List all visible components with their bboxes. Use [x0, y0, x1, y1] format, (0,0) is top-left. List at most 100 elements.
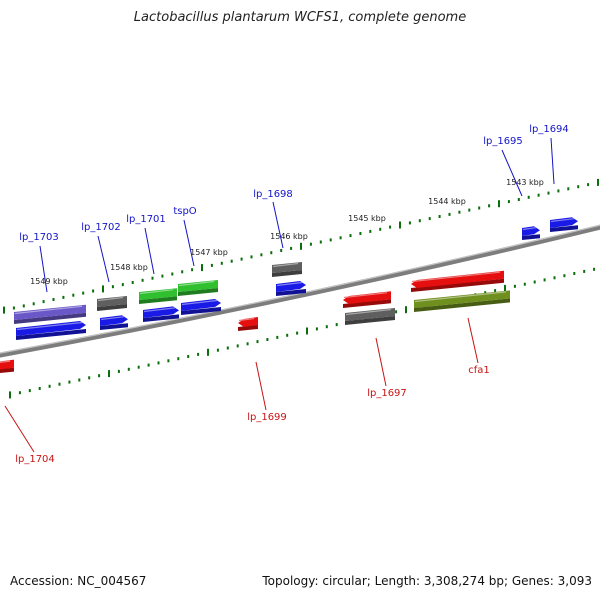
minor-tick: [28, 389, 31, 393]
diagram-title: Lactobacillus plantarum WCFS1, complete …: [133, 10, 467, 25]
minor-tick: [62, 295, 65, 299]
purple-feature-block: [14, 304, 86, 324]
block-shine: [14, 305, 83, 315]
minor-tick: [161, 274, 164, 278]
minor-tick: [286, 333, 289, 337]
minor-tick: [428, 217, 431, 221]
minor-tick: [577, 185, 580, 189]
minor-tick: [197, 352, 200, 356]
minor-tick: [349, 234, 352, 238]
block-face: [272, 262, 302, 273]
minor-tick: [329, 238, 332, 242]
gene-label: cfa1: [468, 365, 490, 376]
gray-feature-block: [345, 308, 395, 325]
block-side: [178, 288, 218, 296]
scale-label: 1543 kbp: [506, 178, 544, 187]
minor-tick: [488, 204, 491, 208]
gene-label: tspO: [173, 206, 196, 217]
block-face: [139, 288, 177, 300]
block-shine: [139, 289, 174, 295]
minor-tick: [448, 212, 451, 216]
accession-text: Accession: NC_004567: [10, 574, 147, 588]
block-side: [181, 307, 221, 315]
scale-label: 1544 kbp: [428, 197, 466, 206]
minor-tick: [543, 278, 546, 282]
block-shine: [345, 308, 392, 316]
minor-tick: [72, 293, 75, 297]
minor-tick: [587, 183, 590, 187]
minor-tick: [270, 251, 273, 255]
minor-tick: [537, 193, 540, 197]
minor-tick: [230, 259, 233, 263]
gene-leader-line: [375, 337, 387, 387]
minor-tick: [32, 302, 35, 306]
minor-tick: [335, 323, 338, 327]
gene-label: lp_1698: [253, 189, 293, 200]
minor-tick: [68, 380, 71, 384]
block-shine: [16, 321, 83, 331]
minor-tick: [438, 215, 441, 218]
block-side: [139, 296, 177, 304]
block-shine: [272, 262, 299, 268]
minor-tick: [246, 342, 249, 346]
minor-tick: [513, 284, 516, 288]
minor-tick: [418, 219, 421, 223]
minor-tick: [389, 225, 392, 229]
minor-tick: [137, 365, 140, 369]
minor-tick: [220, 261, 223, 265]
block-face: [238, 317, 258, 327]
major-tick: [306, 327, 308, 335]
green-feature-block: [139, 288, 177, 304]
minor-tick: [395, 310, 398, 314]
block-face: [178, 280, 218, 292]
minor-tick: [52, 298, 55, 301]
olive-feature-block: [414, 290, 510, 312]
block-face: [16, 321, 86, 336]
minor-tick: [48, 384, 51, 388]
minor-tick: [216, 348, 219, 352]
major-tick: [9, 391, 11, 399]
minor-tick: [12, 306, 15, 310]
major-tick: [504, 284, 506, 292]
minor-tick: [533, 280, 536, 284]
red-feature-block: [343, 291, 391, 308]
minor-tick: [191, 268, 194, 272]
blue-feature-block: [143, 306, 179, 322]
blue-feature-block: [16, 321, 86, 340]
minor-tick: [325, 325, 328, 329]
gene-leader-line: [39, 245, 48, 293]
blue-feature-block: [522, 226, 540, 240]
feature-blocks: [0, 217, 578, 373]
scale-label: 1549 kbp: [30, 277, 68, 286]
block-side: [411, 278, 504, 292]
block-shine: [181, 299, 218, 306]
block-shine: [550, 218, 575, 223]
gene-leader-line: [467, 317, 479, 364]
block-shine: [100, 316, 125, 321]
major-tick: [102, 285, 104, 293]
block-shine: [343, 292, 388, 299]
block-face: [276, 281, 306, 292]
block-shine: [0, 360, 11, 363]
blue-feature-block: [181, 299, 221, 315]
minor-tick: [187, 355, 190, 358]
scale-labels: 1549 kbp 1548 kbp 1547 kbp 1546 kbp 1545 kbp…: [30, 178, 544, 286]
gene-leader-line: [501, 149, 523, 197]
scale-label: 1546 kbp: [270, 232, 308, 241]
block-shine: [414, 291, 507, 303]
block-shine: [276, 281, 303, 287]
minor-tick: [593, 267, 596, 271]
red-feature-block: [411, 270, 504, 292]
minor-tick: [553, 276, 556, 280]
gene-leader-line: [255, 361, 267, 411]
minor-tick: [157, 361, 160, 365]
gene-callouts: lp_1703lp_1702lp_1701tspOlp_1698lp_1695l…: [4, 124, 569, 465]
minor-tick: [280, 249, 283, 252]
minor-tick: [276, 335, 279, 339]
minor-tick: [121, 283, 124, 287]
gene-label: lp_1702: [81, 222, 121, 233]
block-face: [550, 217, 578, 228]
major-tick: [207, 348, 209, 356]
minor-tick: [141, 278, 144, 282]
